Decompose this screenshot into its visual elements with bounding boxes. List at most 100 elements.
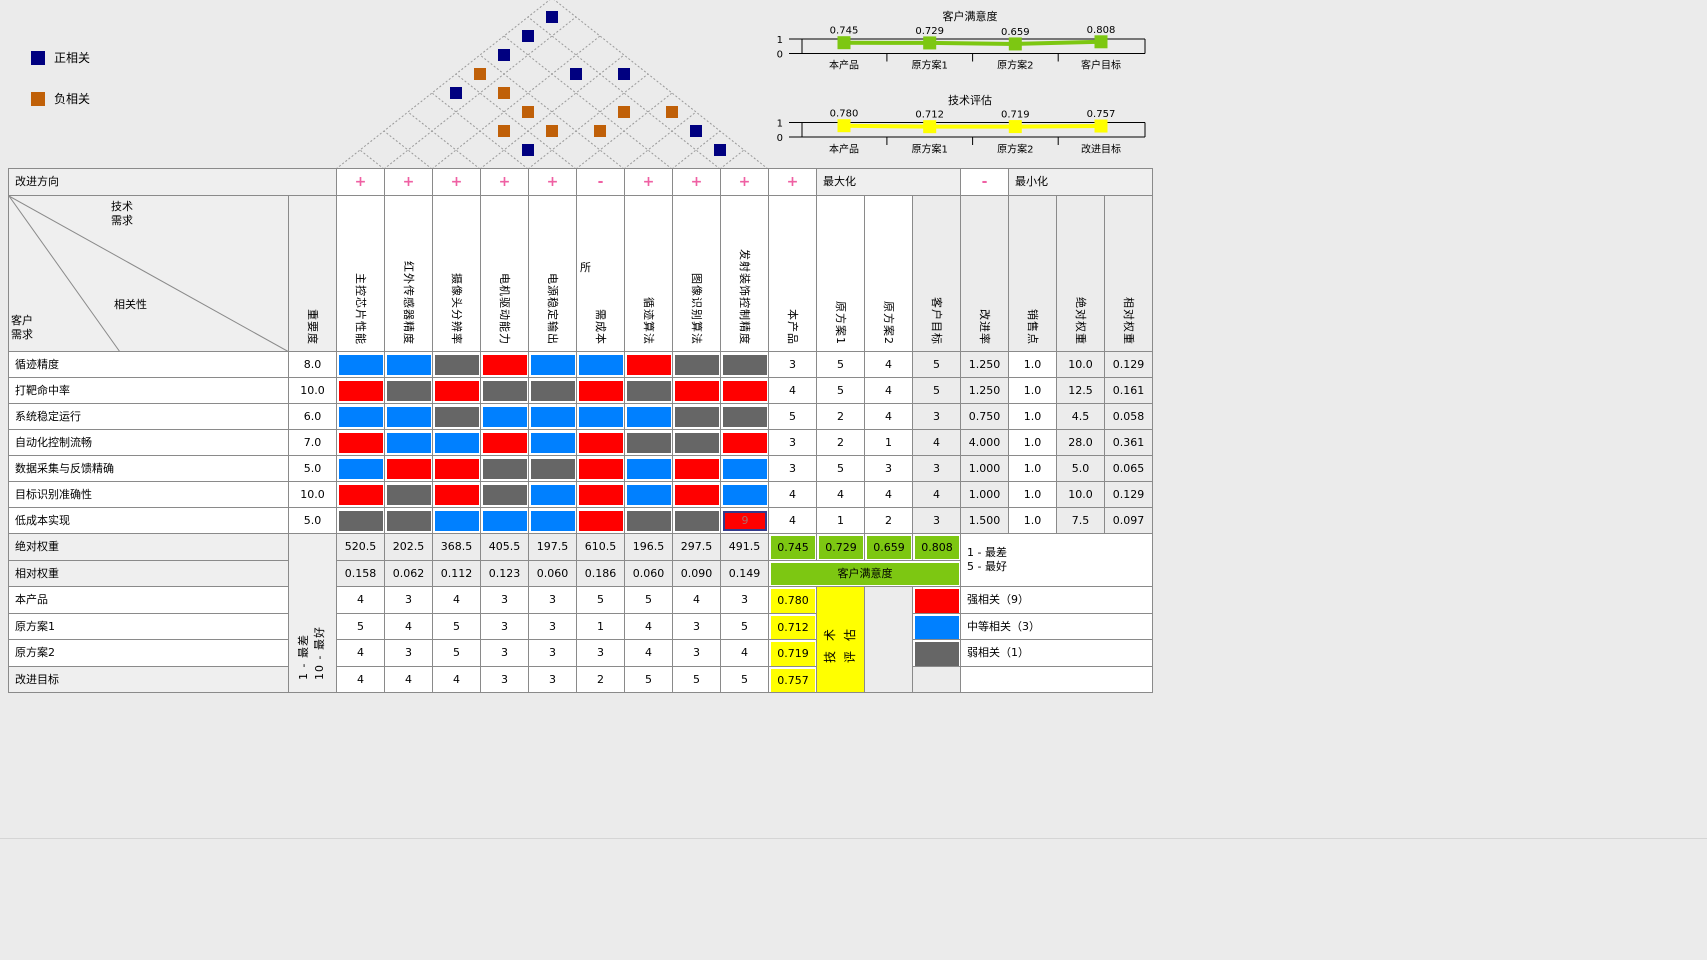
tech-rating-cell[interactable]: 4	[624, 639, 673, 667]
tech-rating-cell[interactable]: 4	[336, 639, 385, 667]
competitive-rating-cell[interactable]: 4	[768, 377, 817, 404]
relation-cell[interactable]	[432, 429, 481, 456]
tech-rating-cell[interactable]: 3	[528, 586, 577, 614]
relation-cell[interactable]	[624, 429, 673, 456]
improvement-direction-sign[interactable]: +	[672, 168, 721, 196]
relation-cell-selected[interactable]: 9	[720, 507, 769, 534]
improvement-direction-sign[interactable]: +	[624, 168, 673, 196]
tech-rating-cell[interactable]: 3	[576, 639, 625, 667]
improvement-direction-sign[interactable]: +	[528, 168, 577, 196]
tech-rating-cell[interactable]: 1	[576, 612, 625, 640]
tech-rating-cell[interactable]: 3	[480, 665, 529, 693]
relation-cell[interactable]	[432, 377, 481, 404]
roof-correlation-marker[interactable]	[498, 125, 510, 137]
tech-rating-cell[interactable]: 3	[672, 612, 721, 640]
relation-cell[interactable]	[480, 455, 529, 482]
competitive-rating-cell[interactable]: 5	[816, 377, 865, 404]
relation-cell[interactable]	[528, 481, 577, 508]
tech-rating-cell[interactable]: 4	[336, 586, 385, 614]
relation-cell[interactable]	[720, 481, 769, 508]
competitive-rating-cell[interactable]: 4	[864, 481, 913, 508]
sales-point-cell[interactable]: 1.0	[1008, 351, 1057, 378]
relation-cell[interactable]	[336, 481, 385, 508]
sales-point-cell[interactable]: 1.0	[1008, 507, 1057, 534]
competitive-rating-cell[interactable]: 5	[912, 377, 961, 404]
competitive-rating-cell[interactable]: 4	[816, 481, 865, 508]
tech-rating-cell[interactable]: 4	[384, 612, 433, 640]
sales-point-cell[interactable]: 1.0	[1008, 403, 1057, 430]
relation-cell[interactable]	[384, 429, 433, 456]
tech-rating-cell[interactable]: 3	[480, 586, 529, 614]
relation-cell[interactable]	[672, 481, 721, 508]
tech-rating-cell[interactable]: 3	[528, 665, 577, 693]
competitive-rating-cell[interactable]: 3	[864, 455, 913, 482]
tech-rating-cell[interactable]: 5	[576, 586, 625, 614]
relation-cell[interactable]	[720, 351, 769, 378]
competitive-rating-cell[interactable]: 4	[864, 377, 913, 404]
relation-cell[interactable]	[336, 351, 385, 378]
relation-cell[interactable]	[384, 377, 433, 404]
relation-cell[interactable]	[336, 429, 385, 456]
importance-value[interactable]: 8.0	[288, 351, 337, 378]
relation-cell[interactable]	[528, 377, 577, 404]
relation-cell[interactable]	[624, 351, 673, 378]
improvement-direction-sign[interactable]: +	[480, 168, 529, 196]
relation-cell[interactable]	[384, 351, 433, 378]
roof-correlation-marker[interactable]	[546, 125, 558, 137]
relation-cell[interactable]	[624, 403, 673, 430]
competitive-rating-cell[interactable]: 4	[768, 481, 817, 508]
tech-rating-cell[interactable]: 3	[528, 639, 577, 667]
sales-point-cell[interactable]: 1.0	[1008, 429, 1057, 456]
importance-value[interactable]: 6.0	[288, 403, 337, 430]
tech-rating-cell[interactable]: 3	[672, 639, 721, 667]
competitive-rating-cell[interactable]: 3	[912, 507, 961, 534]
relation-cell[interactable]	[384, 507, 433, 534]
relation-cell[interactable]	[576, 481, 625, 508]
roof-correlation-marker[interactable]	[498, 87, 510, 99]
relation-cell[interactable]	[336, 377, 385, 404]
relation-cell[interactable]	[576, 507, 625, 534]
relation-cell[interactable]	[624, 455, 673, 482]
relation-cell[interactable]	[384, 455, 433, 482]
relation-cell[interactable]	[720, 455, 769, 482]
relation-cell[interactable]	[384, 481, 433, 508]
relation-cell[interactable]	[576, 429, 625, 456]
competitive-rating-cell[interactable]: 1	[864, 429, 913, 456]
tech-rating-cell[interactable]: 2	[576, 665, 625, 693]
roof-correlation-marker[interactable]	[522, 144, 534, 156]
relation-cell[interactable]	[672, 455, 721, 482]
importance-value[interactable]: 10.0	[288, 377, 337, 404]
relation-cell[interactable]	[336, 403, 385, 430]
tech-rating-cell[interactable]: 4	[384, 665, 433, 693]
relation-cell[interactable]	[576, 377, 625, 404]
improvement-direction-sign[interactable]: +	[384, 168, 433, 196]
improvement-direction-sign[interactable]: -	[960, 168, 1009, 196]
competitive-rating-cell[interactable]: 2	[864, 507, 913, 534]
competitive-rating-cell[interactable]: 3	[768, 429, 817, 456]
roof-correlation-marker[interactable]	[546, 11, 558, 23]
improvement-direction-sign[interactable]: +	[720, 168, 769, 196]
relation-cell[interactable]	[720, 377, 769, 404]
tech-rating-cell[interactable]: 4	[432, 665, 481, 693]
roof-correlation-marker[interactable]	[690, 125, 702, 137]
competitive-rating-cell[interactable]: 3	[912, 455, 961, 482]
relation-cell[interactable]	[480, 481, 529, 508]
relation-cell[interactable]	[480, 351, 529, 378]
relation-cell[interactable]	[624, 507, 673, 534]
roof-correlation-marker[interactable]	[714, 144, 726, 156]
relation-cell[interactable]	[528, 403, 577, 430]
tech-rating-cell[interactable]: 5	[432, 639, 481, 667]
tech-rating-cell[interactable]: 3	[480, 639, 529, 667]
relation-cell[interactable]	[672, 351, 721, 378]
tech-rating-cell[interactable]: 5	[336, 612, 385, 640]
relation-cell[interactable]	[672, 429, 721, 456]
roof-correlation-marker[interactable]	[570, 68, 582, 80]
relation-cell[interactable]	[576, 455, 625, 482]
importance-value[interactable]: 5.0	[288, 455, 337, 482]
improvement-direction-sign[interactable]: -	[576, 168, 625, 196]
relation-cell[interactable]	[624, 481, 673, 508]
competitive-rating-cell[interactable]: 2	[816, 403, 865, 430]
sales-point-cell[interactable]: 1.0	[1008, 455, 1057, 482]
relation-cell[interactable]	[336, 507, 385, 534]
relation-cell[interactable]	[432, 455, 481, 482]
